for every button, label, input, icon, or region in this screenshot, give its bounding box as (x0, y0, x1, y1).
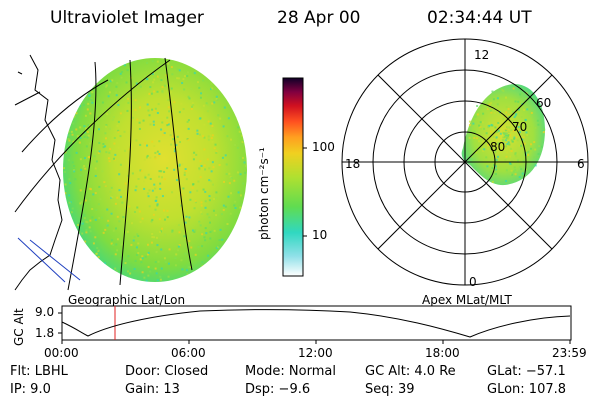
status-ip: IP: 9.0 (10, 382, 51, 397)
mlt-label-6: 6 (577, 157, 585, 171)
lat-label-70: 70 (512, 120, 528, 134)
status-seq: Seq: 39 (365, 382, 415, 397)
alt-xtick-1800: 18:00 (425, 346, 460, 360)
alt-xtick-2359: 23:59 (552, 346, 587, 360)
colorbar (282, 77, 307, 277)
colorbar-tick-10: 10 (312, 228, 328, 242)
status-filter: Flt: LBHL (10, 364, 68, 379)
mlt-label-18: 18 (345, 157, 361, 171)
lat-label-80: 80 (490, 140, 506, 154)
lat-label-60: 60 (536, 96, 552, 110)
date-label: 28 Apr 00 (277, 8, 361, 28)
status-glat: GLat: −57.1 (487, 364, 566, 379)
alt-xtick-0600: 06:00 (171, 346, 206, 360)
status-glon: GLon: 107.8 (487, 382, 567, 397)
alt-xtick-1200: 12:00 (298, 346, 333, 360)
alt-xtick-0000: 00:00 (44, 346, 79, 360)
alt-ytick-9: 9.0 (35, 305, 55, 319)
status-gain: Gain: 13 (125, 382, 180, 397)
status-door: Door: Closed (125, 364, 209, 379)
mlt-label-0: 0 (469, 275, 477, 289)
alt-ylabel: GC Alt (12, 308, 26, 346)
mlt-label-12: 12 (474, 48, 490, 62)
right-panel-caption: Apex MLat/MLT (422, 293, 512, 307)
left-panel-caption: Geographic Lat/Lon (68, 293, 186, 307)
instrument-title: Ultraviolet Imager (50, 8, 204, 28)
colorbar-tick-100: 100 (312, 140, 335, 154)
status-gc-alt: GC Alt: 4.0 Re (365, 364, 456, 379)
alt-ytick-1-8: 1.8 (35, 326, 55, 340)
status-dsp: Dsp: −9.6 (245, 382, 311, 397)
status-mode: Mode: Normal (245, 364, 336, 379)
time-label: 02:34:44 UT (427, 8, 532, 28)
